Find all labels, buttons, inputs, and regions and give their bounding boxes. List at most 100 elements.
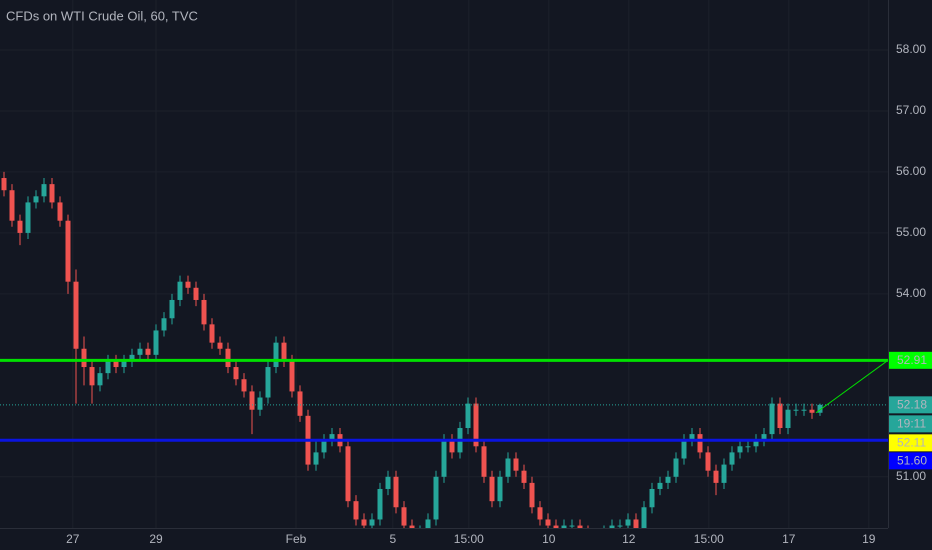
plot-area — [0, 171, 888, 528]
candle-body — [505, 458, 511, 477]
candle-body — [497, 476, 503, 502]
trend-line — [815, 359, 889, 414]
x-tick-label: 17 — [782, 532, 796, 546]
candle-body — [537, 507, 543, 520]
countdown-label-box — [889, 415, 932, 433]
candle-body — [369, 519, 375, 526]
candle-body — [705, 452, 711, 471]
candle-body — [425, 519, 431, 528]
candle-body — [393, 476, 399, 508]
candle-body — [481, 446, 487, 477]
candle-body — [297, 391, 303, 416]
candle-body — [577, 525, 583, 528]
candle-body — [57, 202, 63, 221]
candle-body — [113, 360, 119, 368]
last-price-label-box — [889, 396, 932, 414]
candle-body — [769, 403, 775, 435]
x-tick-label: 5 — [389, 532, 396, 546]
candle-body — [49, 184, 55, 203]
price-labels: 52.91 52.18 19:11 52.11 51.60 — [889, 351, 932, 470]
candle-body — [553, 525, 559, 528]
candle-body — [625, 519, 631, 526]
y-tick-label: 57.00 — [896, 103, 926, 117]
candle-body — [673, 458, 679, 477]
candle-body — [817, 404, 823, 413]
candle-body — [193, 287, 199, 300]
candle-body — [289, 360, 295, 392]
candle-body — [33, 196, 39, 203]
candle-body — [145, 348, 151, 355]
line-label-box — [889, 452, 932, 470]
candle-body — [681, 440, 687, 459]
candle-body — [433, 476, 439, 520]
x-tick-label: 15:00 — [694, 532, 724, 546]
candle-body — [1, 178, 7, 191]
candle-body — [729, 452, 735, 465]
candle-body — [105, 360, 111, 374]
candle-body — [129, 354, 135, 361]
candle-body — [41, 184, 47, 197]
y-tick-label: 56.00 — [896, 164, 926, 178]
candle-body — [465, 403, 471, 429]
candle-body — [121, 360, 127, 368]
candle-body — [561, 525, 567, 528]
candle-body — [25, 202, 31, 233]
candle-body — [201, 299, 207, 325]
chart-title: CFDs on WTI Crude Oil, 60, TVC — [6, 8, 198, 23]
candle-body — [9, 190, 15, 221]
x-tick-label: 12 — [622, 532, 636, 546]
y-tick-label: 51.00 — [896, 469, 926, 483]
candle-body — [169, 299, 175, 319]
x-tick-label: 15:00 — [454, 532, 484, 546]
candle-body — [473, 403, 479, 447]
candle-body — [689, 434, 695, 441]
candle-body — [617, 525, 623, 527]
candle-body — [449, 440, 455, 453]
candle-body — [81, 348, 87, 368]
candle-body — [225, 348, 231, 368]
candle-body — [713, 470, 719, 483]
candle-body — [97, 373, 103, 386]
y-tick-label: 58.00 — [896, 42, 926, 56]
candle-body — [353, 501, 359, 520]
candle-body — [185, 281, 191, 288]
candle-body — [217, 342, 223, 349]
candle-body — [177, 281, 183, 300]
candle-body — [233, 367, 239, 380]
candle-body — [753, 440, 759, 447]
candle-body — [609, 525, 615, 528]
candle-body — [529, 482, 535, 508]
candle-body — [809, 409, 815, 413]
line-label-box — [889, 351, 932, 369]
candle-body — [721, 464, 727, 483]
candle-body — [313, 452, 319, 465]
candle-body — [521, 470, 527, 483]
line-label: 52.91 — [897, 353, 927, 367]
candle-body — [89, 367, 95, 386]
candle-body — [777, 403, 783, 429]
x-tick-label: 10 — [542, 532, 556, 546]
axes: 51.00 54.00 55.00 56.00 57.00 58.00 27 29 Feb 5 15… — [66, 42, 926, 546]
candle-body — [385, 476, 391, 489]
candle-body — [793, 409, 799, 411]
candle-body — [409, 525, 415, 528]
candle-body — [785, 409, 791, 429]
candle-body — [801, 409, 807, 411]
y-tick-label: 54.00 — [896, 286, 926, 300]
candle-body — [745, 446, 751, 448]
candle-body — [17, 220, 23, 233]
candle-body — [137, 348, 143, 355]
x-tick-label: 29 — [149, 532, 163, 546]
candle-body — [657, 482, 663, 489]
candle-body — [321, 440, 327, 453]
candle-body — [489, 476, 495, 502]
candle-body — [569, 525, 575, 527]
candle-body — [761, 434, 767, 441]
x-tick-label: 27 — [66, 532, 80, 546]
candle-body — [633, 519, 639, 528]
candle-body — [545, 519, 551, 526]
candle-body — [697, 434, 703, 453]
